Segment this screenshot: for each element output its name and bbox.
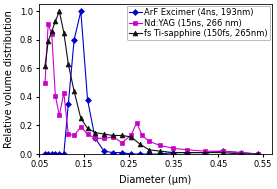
fs Ti-sapphire (150fs, 265nm) bbox=[147, 149, 150, 151]
Y-axis label: Relative volume distribution: Relative volume distribution bbox=[4, 10, 14, 148]
fs Ti-sapphire (150fs, 265nm) bbox=[58, 10, 61, 12]
Nd:YAG (15ns, 266 nm) bbox=[73, 134, 76, 137]
Nd:YAG (15ns, 266 nm) bbox=[221, 150, 224, 152]
Nd:YAG (15ns, 266 nm) bbox=[158, 144, 162, 147]
Nd:YAG (15ns, 266 nm) bbox=[94, 137, 97, 139]
ArF Excimer (4ns, 193nm) bbox=[47, 153, 50, 155]
fs Ti-sapphire (150fs, 265nm) bbox=[73, 90, 76, 92]
Nd:YAG (15ns, 266 nm) bbox=[86, 133, 89, 135]
ArF Excimer (4ns, 193nm) bbox=[129, 153, 133, 155]
ArF Excimer (4ns, 193nm) bbox=[239, 151, 242, 154]
fs Ti-sapphire (150fs, 265nm) bbox=[79, 117, 83, 119]
ArF Excimer (4ns, 193nm) bbox=[120, 151, 124, 154]
Nd:YAG (15ns, 266 nm) bbox=[102, 137, 106, 139]
fs Ti-sapphire (150fs, 265nm) bbox=[50, 30, 53, 33]
fs Ti-sapphire (150fs, 265nm) bbox=[94, 132, 97, 134]
Nd:YAG (15ns, 266 nm) bbox=[50, 33, 53, 35]
ArF Excimer (4ns, 193nm) bbox=[54, 153, 57, 155]
fs Ti-sapphire (150fs, 265nm) bbox=[43, 64, 47, 67]
fs Ti-sapphire (150fs, 265nm) bbox=[158, 150, 162, 152]
Nd:YAG (15ns, 266 nm) bbox=[239, 151, 242, 154]
ArF Excimer (4ns, 193nm) bbox=[172, 151, 175, 154]
ArF Excimer (4ns, 193nm) bbox=[111, 151, 115, 154]
ArF Excimer (4ns, 193nm) bbox=[203, 151, 206, 154]
fs Ti-sapphire (150fs, 265nm) bbox=[185, 151, 189, 154]
ArF Excimer (4ns, 193nm) bbox=[257, 153, 260, 155]
X-axis label: Diameter (μm): Diameter (μm) bbox=[119, 175, 192, 185]
Nd:YAG (15ns, 266 nm) bbox=[129, 134, 133, 137]
Nd:YAG (15ns, 266 nm) bbox=[135, 122, 138, 124]
fs Ti-sapphire (150fs, 265nm) bbox=[172, 151, 175, 154]
Nd:YAG (15ns, 266 nm) bbox=[54, 94, 57, 97]
fs Ti-sapphire (150fs, 265nm) bbox=[111, 134, 115, 137]
ArF Excimer (4ns, 193nm) bbox=[221, 150, 224, 152]
fs Ti-sapphire (150fs, 265nm) bbox=[47, 40, 50, 42]
Nd:YAG (15ns, 266 nm) bbox=[47, 23, 50, 25]
ArF Excimer (4ns, 193nm) bbox=[67, 103, 70, 105]
ArF Excimer (4ns, 193nm) bbox=[94, 137, 97, 139]
Line: Nd:YAG (15ns, 266 nm): Nd:YAG (15ns, 266 nm) bbox=[43, 22, 261, 156]
ArF Excimer (4ns, 193nm) bbox=[43, 153, 47, 155]
Nd:YAG (15ns, 266 nm) bbox=[147, 140, 150, 142]
Nd:YAG (15ns, 266 nm) bbox=[67, 133, 70, 135]
Nd:YAG (15ns, 266 nm) bbox=[257, 153, 260, 155]
fs Ti-sapphire (150fs, 265nm) bbox=[257, 153, 260, 155]
fs Ti-sapphire (150fs, 265nm) bbox=[86, 127, 89, 129]
Nd:YAG (15ns, 266 nm) bbox=[203, 150, 206, 152]
ArF Excimer (4ns, 193nm) bbox=[86, 99, 89, 101]
ArF Excimer (4ns, 193nm) bbox=[138, 153, 142, 155]
Nd:YAG (15ns, 266 nm) bbox=[58, 114, 61, 117]
fs Ti-sapphire (150fs, 265nm) bbox=[54, 20, 57, 22]
ArF Excimer (4ns, 193nm) bbox=[158, 153, 162, 155]
Line: ArF Excimer (4ns, 193nm): ArF Excimer (4ns, 193nm) bbox=[43, 9, 261, 156]
Nd:YAG (15ns, 266 nm) bbox=[140, 134, 144, 137]
ArF Excimer (4ns, 193nm) bbox=[73, 39, 76, 41]
fs Ti-sapphire (150fs, 265nm) bbox=[239, 153, 242, 155]
ArF Excimer (4ns, 193nm) bbox=[102, 150, 106, 152]
fs Ti-sapphire (150fs, 265nm) bbox=[102, 133, 106, 135]
Nd:YAG (15ns, 266 nm) bbox=[43, 81, 47, 84]
fs Ti-sapphire (150fs, 265nm) bbox=[221, 151, 224, 154]
Nd:YAG (15ns, 266 nm) bbox=[79, 126, 83, 128]
Line: fs Ti-sapphire (150fs, 265nm): fs Ti-sapphire (150fs, 265nm) bbox=[43, 9, 261, 156]
ArF Excimer (4ns, 193nm) bbox=[147, 153, 150, 155]
fs Ti-sapphire (150fs, 265nm) bbox=[67, 63, 70, 65]
ArF Excimer (4ns, 193nm) bbox=[62, 153, 65, 155]
Nd:YAG (15ns, 266 nm) bbox=[185, 149, 189, 151]
fs Ti-sapphire (150fs, 265nm) bbox=[203, 151, 206, 154]
ArF Excimer (4ns, 193nm) bbox=[79, 10, 83, 12]
fs Ti-sapphire (150fs, 265nm) bbox=[62, 32, 65, 34]
ArF Excimer (4ns, 193nm) bbox=[50, 153, 53, 155]
Nd:YAG (15ns, 266 nm) bbox=[120, 142, 124, 144]
fs Ti-sapphire (150fs, 265nm) bbox=[120, 134, 124, 137]
Legend: ArF Excimer (4ns, 193nm), Nd:YAG (15ns, 266 nm), fs Ti-sapphire (150fs, 265nm): ArF Excimer (4ns, 193nm), Nd:YAG (15ns, … bbox=[127, 6, 270, 40]
Nd:YAG (15ns, 266 nm) bbox=[111, 136, 115, 138]
fs Ti-sapphire (150fs, 265nm) bbox=[129, 136, 133, 138]
fs Ti-sapphire (150fs, 265nm) bbox=[138, 143, 142, 145]
Nd:YAG (15ns, 266 nm) bbox=[62, 91, 65, 94]
Nd:YAG (15ns, 266 nm) bbox=[172, 147, 175, 149]
ArF Excimer (4ns, 193nm) bbox=[58, 153, 61, 155]
ArF Excimer (4ns, 193nm) bbox=[185, 151, 189, 154]
